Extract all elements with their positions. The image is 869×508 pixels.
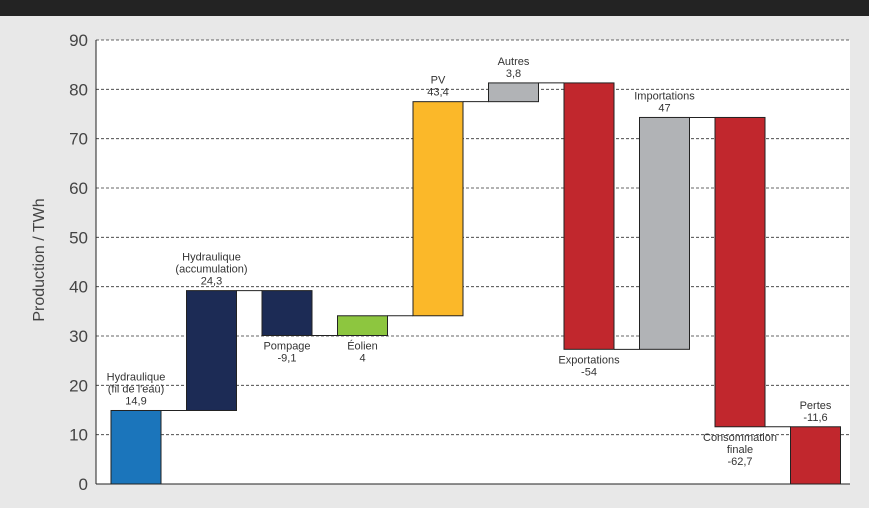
- bar: [714, 116, 766, 428]
- bar-label: -54: [581, 366, 597, 378]
- y-tick-label: 20: [69, 376, 88, 395]
- bar: [790, 426, 841, 485]
- bar-label: Autres: [498, 56, 530, 68]
- bar-label: 24,3: [201, 276, 222, 288]
- bar-label: Pompage: [263, 341, 310, 353]
- bar-label: 3,8: [506, 68, 521, 80]
- bar-label: Hydraulique: [107, 371, 166, 383]
- bar-label: Hydraulique: [182, 252, 241, 264]
- bar: [261, 290, 313, 337]
- bar-label: -11,6: [803, 412, 827, 424]
- bar: [186, 290, 237, 411]
- bar-label: 4: [359, 353, 365, 365]
- bar-label: -62,7: [727, 456, 752, 468]
- label-layer: Hydraulique(fil de l'eau)14,9Hydraulique…: [107, 56, 832, 468]
- y-tick-label: 60: [69, 179, 88, 198]
- bar: [412, 101, 464, 317]
- y-tick-label: 50: [69, 228, 88, 247]
- y-tick-label: 80: [69, 80, 88, 99]
- y-tick-label: 10: [69, 426, 88, 445]
- bar: [639, 116, 690, 350]
- bar: [110, 409, 162, 485]
- bar-label: Pertes: [800, 400, 832, 412]
- bar-label: (fil de l'eau): [108, 383, 165, 395]
- bar-label: Exportations: [558, 354, 620, 366]
- bar: [337, 315, 388, 337]
- bar-label: (accumulation): [175, 264, 247, 276]
- bar-label: 43,4: [427, 87, 448, 99]
- y-tick-label: 70: [69, 130, 88, 149]
- bar-label: Consommation: [703, 432, 777, 444]
- y-tick-label: 90: [69, 31, 88, 50]
- axis-layer: 0 10 20 30 40 50 60 70 80 90: [69, 31, 850, 494]
- connector-layer: [161, 82, 791, 428]
- bar-label: finale: [727, 444, 753, 456]
- bar: [563, 82, 615, 350]
- bar-label: 47: [658, 102, 670, 114]
- bar-label: 14,9: [125, 395, 146, 407]
- top-bar: [0, 0, 869, 16]
- bar-layer: [110, 82, 841, 485]
- bar-label: PV: [431, 75, 446, 87]
- bar-label: -9,1: [278, 353, 297, 365]
- y-tick-label: 40: [69, 278, 88, 297]
- y-axis-title: Production / TWh: [31, 198, 48, 321]
- bar-label: Éolien: [347, 340, 378, 353]
- bar-label: Importations: [634, 90, 695, 102]
- bar: [488, 82, 539, 103]
- y-tick-label: 0: [79, 475, 88, 494]
- y-tick-label: 30: [69, 327, 88, 346]
